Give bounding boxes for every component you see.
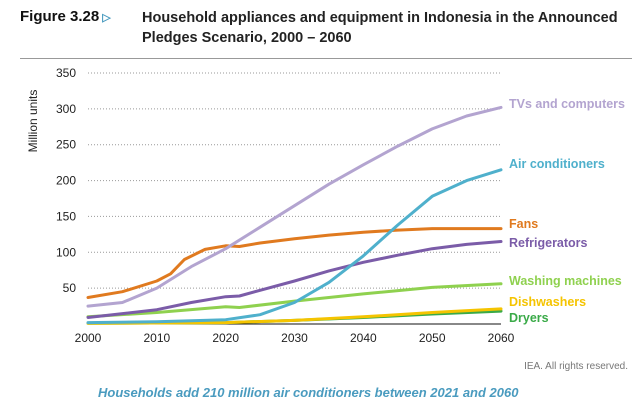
x-tick-label: 2050: [419, 331, 446, 345]
x-tick-label: 2040: [350, 331, 377, 345]
y-tick-label: 250: [56, 138, 76, 152]
x-tick-label: 2000: [75, 331, 102, 345]
triangle-right-icon: ▷: [102, 12, 111, 24]
series-line-fans: [86, 227, 503, 299]
y-tick-label: 200: [56, 174, 76, 188]
series-line-dishwashers: [86, 307, 503, 325]
x-tick-label: 2030: [281, 331, 308, 345]
series-label: Washing machines: [509, 274, 622, 288]
series-label: Air conditioners: [509, 157, 605, 171]
x-tick-label: 2060: [488, 331, 515, 345]
title-divider: [20, 58, 632, 59]
series-line-air-conditioners: [86, 168, 503, 325]
series-label: Refrigerators: [509, 236, 588, 250]
y-axis-label: Million units: [26, 90, 40, 153]
series-line-refrigerators: [86, 240, 503, 319]
series-label: Fans: [509, 217, 538, 231]
figure-number: Figure 3.28 ▷: [20, 8, 111, 25]
x-tick-label: 2010: [143, 331, 170, 345]
y-tick-label: 300: [56, 102, 76, 116]
y-tick-label: 350: [56, 66, 76, 80]
y-tick-label: 50: [63, 281, 77, 295]
series-line-washing-machines: [86, 282, 503, 319]
y-tick-label: 150: [56, 209, 76, 223]
series-label: Dishwashers: [509, 295, 586, 309]
chart-title: Household appliances and equipment in In…: [142, 10, 618, 46]
series-label: TVs and computers: [509, 97, 625, 111]
credit-text: IEA. All rights reserved.: [524, 361, 628, 372]
x-tick-label: 2020: [212, 331, 239, 345]
series-label: Dryers: [509, 311, 549, 325]
series-line-tvs-and-computers: [86, 105, 503, 308]
y-tick-label: 100: [56, 245, 76, 259]
caption: Households add 210 million air condition…: [98, 385, 519, 400]
